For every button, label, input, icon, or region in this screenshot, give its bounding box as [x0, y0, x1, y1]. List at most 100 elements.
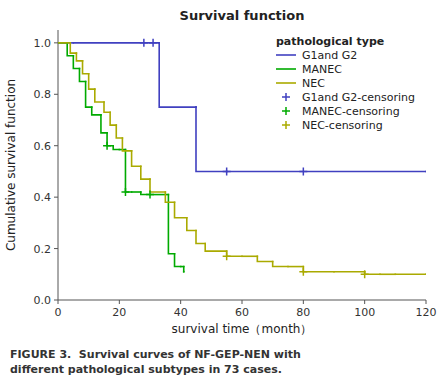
step-segment: [196, 107, 227, 171]
censor-mark: [103, 142, 111, 150]
x-tick: [119, 300, 120, 304]
step-segment: [116, 125, 122, 138]
censor-mark: [299, 167, 307, 175]
y-tick: [54, 145, 58, 146]
caption: FIGURE 3. Survival curves of NF-GEP-NEN …: [10, 348, 301, 376]
y-tick-label: 1.0: [34, 37, 52, 50]
series: [58, 43, 426, 274]
step-segment: [168, 195, 174, 254]
x-tick: [180, 300, 181, 304]
legend-label: MANEC-censoring: [302, 105, 400, 118]
series: [140, 39, 307, 176]
step-segment: [70, 43, 76, 53]
censor-mark: [223, 167, 231, 175]
legend-label: G1and G2-censoring: [302, 91, 415, 104]
step-segment: [132, 191, 141, 193]
legend-label: NEC-censoring: [302, 119, 383, 132]
step-segment: [122, 138, 131, 151]
y-tick: [54, 94, 58, 95]
step-segment: [273, 261, 288, 266]
x-tick-label: 100: [354, 306, 375, 319]
y-axis-line: [58, 30, 59, 300]
x-tick-label: 20: [112, 306, 126, 319]
legend-label: MANEC: [302, 63, 342, 76]
step-segment: [89, 74, 95, 89]
series: [223, 252, 369, 278]
series: [103, 142, 154, 199]
step-segment: [95, 89, 104, 102]
step-segment: [196, 231, 205, 244]
step-segment: [380, 273, 395, 275]
step-segment: [187, 218, 196, 231]
step-segment: [183, 267, 185, 272]
legend-symbol: [282, 107, 290, 115]
y-tick-label: 0.4: [34, 191, 52, 204]
step-segment: [107, 133, 113, 146]
y-tick-label: 0.0: [34, 294, 52, 307]
y-tick: [54, 197, 58, 198]
censor-mark: [121, 188, 129, 196]
title: Survival function: [180, 8, 305, 23]
x-tick: [426, 300, 427, 304]
y-tick: [54, 300, 58, 301]
step-segment: [58, 42, 70, 44]
step-segment: [83, 61, 89, 74]
step-segment: [132, 151, 141, 166]
censor-mark: [361, 270, 369, 278]
y-tick: [54, 248, 58, 249]
step-segment: [205, 243, 226, 251]
step-segment: [242, 255, 257, 257]
x-tick: [364, 300, 365, 304]
step-segment: [257, 256, 272, 261]
series: [58, 43, 426, 172]
y-axis-label: Cumulative survival function: [4, 79, 18, 251]
axes: 0 20 40 60 80 100 120 0.0 0.2 0.4 0.6 0.8 1.0: [34, 30, 437, 319]
step-segment: [141, 166, 150, 179]
legend-symbol: [282, 93, 290, 101]
legend: pathological typeG1and G2MANECNECG1and G…: [276, 35, 415, 132]
step-segment: [288, 266, 303, 268]
x-tick-label: 120: [416, 306, 437, 319]
step-segment: [76, 53, 82, 61]
censor-mark: [146, 191, 154, 199]
legend-label: NEC: [302, 77, 325, 90]
y-tick: [54, 42, 58, 43]
step-segment: [303, 267, 334, 272]
y-tick-label: 0.6: [34, 140, 52, 153]
step-segment: [227, 171, 426, 173]
y-tick-label: 0.2: [34, 243, 52, 256]
step-segment: [395, 273, 426, 275]
step-segment: [92, 107, 101, 115]
step-segment: [227, 251, 242, 256]
step-segment: [175, 202, 187, 217]
caption-line: FIGURE 3. Survival curves of NF-GEP-NEN …: [10, 348, 301, 361]
legend-symbol: [276, 68, 296, 70]
step-segment: [165, 192, 174, 202]
legend-symbol: [276, 54, 296, 56]
censor-mark: [149, 39, 157, 47]
caption-line: different pathological subtypes in 73 ca…: [10, 363, 282, 376]
x-tick: [303, 300, 304, 304]
x-tick-label: 0: [55, 306, 62, 319]
step-segment: [150, 179, 165, 192]
y-tick-label: 0.8: [34, 88, 52, 101]
x-tick-label: 40: [174, 306, 188, 319]
step-segment: [125, 150, 131, 192]
step-segment: [110, 112, 116, 125]
censor-mark: [223, 252, 231, 260]
legend-symbol: [276, 82, 296, 84]
step-segment: [104, 102, 110, 112]
legend-symbol: [282, 121, 290, 129]
step-segment: [175, 254, 181, 267]
x-tick: [58, 300, 59, 304]
x-axis-label: survival time（month）: [172, 322, 313, 336]
x-tick-label: 80: [296, 306, 310, 319]
step-segment: [159, 43, 196, 107]
legend-title: pathological type: [276, 35, 384, 48]
series: [58, 43, 184, 272]
chart-root: 0 20 40 60 80 100 120 0.0 0.2 0.4 0.6 0.8 1.0 Surviva…: [0, 0, 438, 383]
plot-data: [58, 39, 426, 278]
x-tick-label: 60: [235, 306, 249, 319]
step-segment: [113, 146, 119, 150]
x-tick: [242, 300, 243, 304]
